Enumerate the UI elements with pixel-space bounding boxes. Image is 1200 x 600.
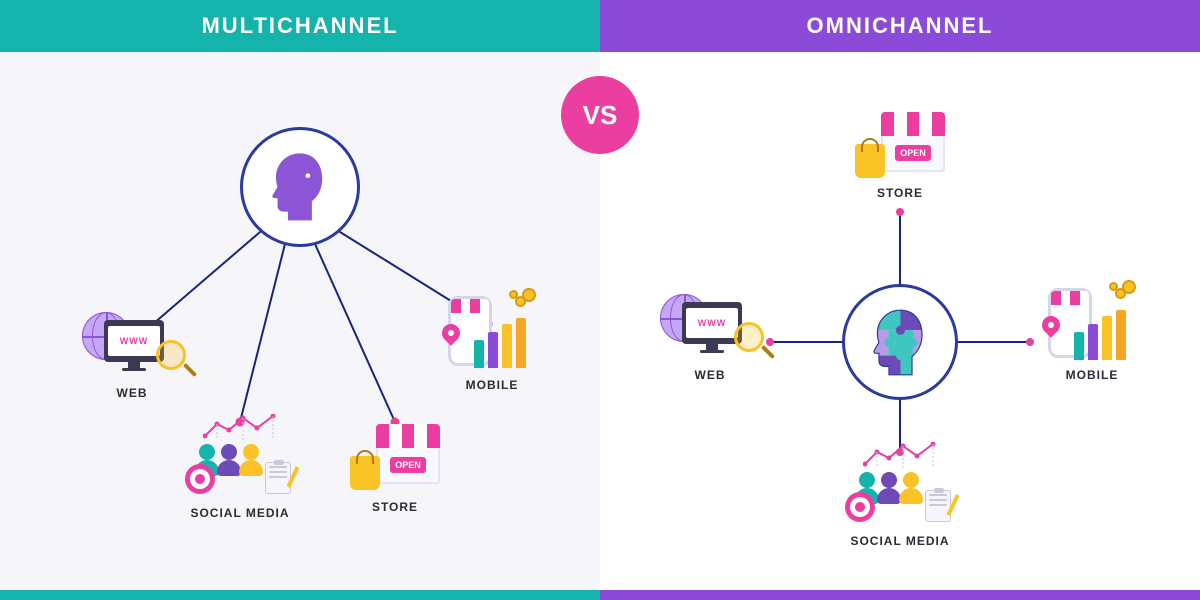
- channel-mobile-right: MOBILE: [1032, 282, 1152, 382]
- web-icon-r: WWW: [660, 288, 760, 358]
- channel-store-right: OPEN STORE: [845, 112, 955, 200]
- channel-social-right: SOCIAL MEDIA: [835, 450, 965, 548]
- vs-label: VS: [583, 100, 618, 131]
- store-label-r: STORE: [877, 186, 923, 200]
- social-label: SOCIAL MEDIA: [190, 506, 289, 520]
- header-right-label: OMNICHANNEL: [807, 13, 994, 39]
- bag-icon: [350, 456, 380, 490]
- social-icon: [185, 422, 295, 492]
- web-icon: WWW: [82, 306, 182, 376]
- channel-mobile-left: MOBILE: [432, 290, 552, 392]
- omnichannel-center-head: [842, 284, 958, 400]
- channel-web-right: WWW WEB: [650, 288, 770, 382]
- channel-store-left: OPEN STORE: [340, 424, 450, 514]
- multichannel-center-head: [240, 127, 360, 247]
- mobile-icon-r: [1042, 282, 1142, 362]
- social-label-r: SOCIAL MEDIA: [850, 534, 949, 548]
- store-icon-r: OPEN: [855, 112, 945, 178]
- mobile-icon: [442, 290, 542, 370]
- store-icon: OPEN: [350, 424, 440, 490]
- multichannel-panel: WWW WEB: [0, 52, 600, 590]
- head-icon: [260, 147, 340, 227]
- header-right: OMNICHANNEL: [600, 0, 1200, 52]
- web-label: WEB: [117, 386, 148, 400]
- target-icon: [185, 464, 215, 494]
- channel-web-left: WWW WEB: [72, 306, 192, 400]
- footer: [0, 590, 1200, 600]
- web-label-r: WEB: [695, 368, 726, 382]
- infographic-frame: MULTICHANNEL OMNICHANNEL VS: [0, 0, 1200, 600]
- footer-right: [600, 590, 1200, 600]
- header-left: MULTICHANNEL: [0, 0, 600, 52]
- magnifier-icon: [156, 340, 186, 370]
- mobile-label-r: MOBILE: [1066, 368, 1119, 382]
- social-icon-r: [845, 450, 955, 520]
- footer-left: [0, 590, 600, 600]
- clipboard-icon: [265, 462, 291, 494]
- header-left-label: MULTICHANNEL: [201, 13, 398, 39]
- vs-badge: VS: [561, 76, 639, 154]
- open-sign: OPEN: [390, 457, 426, 473]
- www-text: WWW: [120, 336, 148, 346]
- store-label: STORE: [372, 500, 418, 514]
- header: MULTICHANNEL OMNICHANNEL: [0, 0, 1200, 52]
- channel-social-left: SOCIAL MEDIA: [175, 422, 305, 520]
- puzzle-head-icon: [862, 304, 939, 381]
- omnichannel-panel: OPEN STORE: [600, 52, 1200, 590]
- mobile-label: MOBILE: [466, 378, 519, 392]
